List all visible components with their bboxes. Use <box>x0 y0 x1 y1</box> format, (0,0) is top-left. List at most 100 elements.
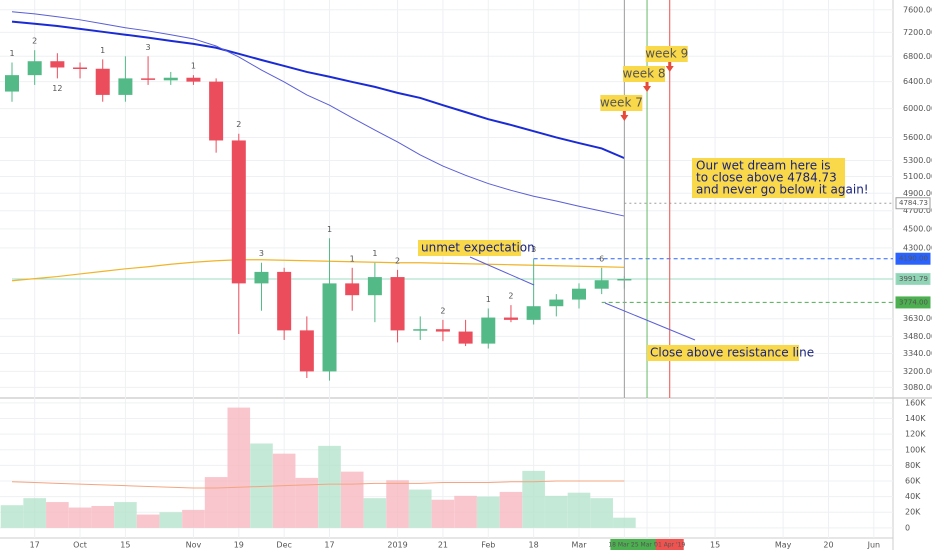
candle-body <box>186 77 201 82</box>
x-tick-label: Oct <box>73 541 87 550</box>
candle-body <box>503 317 518 320</box>
price-label: 3774.00 <box>899 298 928 306</box>
volume-bar <box>431 499 455 528</box>
volume-bar <box>272 453 296 528</box>
note: to close above 4784.73 <box>696 171 837 185</box>
volume-tick-label: 60K <box>905 476 921 485</box>
week-arrow <box>643 82 652 92</box>
price-label: 4784.73 <box>899 199 928 207</box>
candle-body <box>594 280 609 289</box>
volume-bar <box>68 507 92 528</box>
candle-body <box>27 61 42 76</box>
volume-tick-label: 40K <box>905 492 921 501</box>
price-label: 4190.00 <box>899 255 928 263</box>
candle-body <box>299 330 314 372</box>
volume-tick-label: 20K <box>905 508 921 517</box>
candle-body <box>367 277 382 296</box>
candle-body <box>209 81 224 141</box>
count-label: 1 <box>486 295 491 304</box>
y-tick-label: 6800.00 <box>903 52 932 61</box>
volume-bar <box>363 498 387 528</box>
candle-body <box>5 75 19 92</box>
volume-bar <box>295 477 319 528</box>
candle-body <box>549 299 564 307</box>
volume-bar <box>227 407 251 528</box>
note: Close above resistance line <box>650 346 814 360</box>
week-label: week 9 <box>645 47 688 61</box>
y-tick-label: 3200.00 <box>903 367 932 376</box>
count-label: 2 <box>395 256 400 265</box>
volume-bar <box>136 514 160 528</box>
week-arrow <box>665 62 674 72</box>
volume-bar <box>159 512 183 528</box>
count-label: 2 <box>508 292 513 301</box>
x-tick-label: Dec <box>276 541 291 550</box>
y-tick-label: 3630.00 <box>903 314 932 323</box>
candle-body <box>526 306 541 320</box>
price-label-box <box>895 252 931 265</box>
volume-bar <box>454 495 477 528</box>
candle-body <box>345 283 360 296</box>
volume-bar <box>545 495 568 528</box>
volume-ma <box>11 480 625 489</box>
moving-average <box>11 11 625 217</box>
y-tick-label: 7200.00 <box>903 28 932 37</box>
y-tick-label: 5600.00 <box>903 133 932 142</box>
candle-body <box>435 329 450 332</box>
y-tick-label: 4900.00 <box>903 189 932 198</box>
price-label: 3991.79 <box>899 275 928 283</box>
note-box <box>647 345 799 361</box>
count-label: 1 <box>9 49 14 58</box>
note: Our wet dream here is <box>696 159 830 173</box>
candle-body <box>277 271 292 331</box>
y-tick-label: 4700.00 <box>903 206 932 215</box>
x-tick-label: 20 <box>823 541 833 550</box>
candle-body <box>413 329 428 331</box>
count-label: 6 <box>599 254 604 263</box>
volume-bar <box>590 498 613 528</box>
count-label: 3 <box>259 249 264 258</box>
x-tick-label: 18 Mar '19 <box>608 542 640 549</box>
y-tick-label: 3480.00 <box>903 332 932 341</box>
x-tick-label: 17 <box>30 541 40 550</box>
x-tick-label: 21 <box>438 541 448 550</box>
volume-bar <box>476 496 500 528</box>
count-label: 1 <box>350 254 355 263</box>
candle-body <box>390 277 405 331</box>
x-tick-label: Nov <box>186 541 202 550</box>
x-tick-label: 15 <box>710 541 720 550</box>
note-box <box>692 158 845 198</box>
count-label: 12 <box>52 84 62 93</box>
week-label: week 8 <box>623 67 666 81</box>
x-tick-label: 18 <box>529 541 539 550</box>
volume-tick-label: 140K <box>905 414 926 423</box>
moving-average <box>11 259 625 282</box>
volume-bar <box>204 477 228 528</box>
price-label-box <box>895 296 931 309</box>
volume-bar <box>408 489 432 528</box>
count-label: 1 <box>191 62 196 71</box>
candle-body <box>73 67 88 70</box>
volume-bar <box>613 517 636 528</box>
week-label: week 7 <box>600 96 643 110</box>
volume-bar <box>318 445 341 528</box>
candle-body <box>141 78 156 80</box>
x-tick-label: 17 <box>324 541 334 550</box>
volume-tick-label: 80K <box>905 461 921 470</box>
volume-tick-label: 0 <box>905 523 910 532</box>
date-box <box>633 539 662 550</box>
week-box <box>645 46 688 62</box>
note: unmet expectation <box>421 241 535 255</box>
x-tick-label: Jun <box>867 541 881 550</box>
candle-body <box>254 271 269 284</box>
note-box <box>418 240 521 256</box>
y-tick-label: 5100.00 <box>903 172 932 181</box>
count-label: 3 <box>531 245 536 254</box>
moving-average <box>11 20 625 160</box>
date-box <box>655 539 684 550</box>
volume-bar <box>0 505 24 528</box>
x-tick-label: Mar <box>571 541 587 550</box>
count-label: 2 <box>32 37 37 46</box>
